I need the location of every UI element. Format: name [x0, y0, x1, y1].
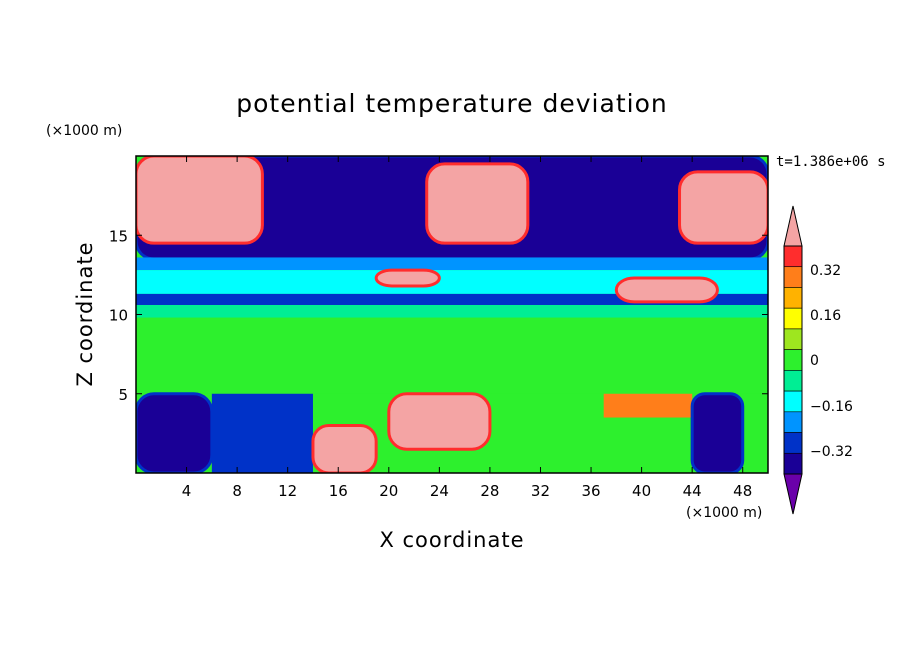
contour-region: [614, 276, 719, 304]
x-tick-label: 16: [329, 482, 348, 500]
y-axis-title: Z coordinate: [73, 241, 97, 386]
colorbar-swatch: [783, 432, 803, 454]
colorbar-swatch: [783, 390, 803, 413]
x-tick-label: 4: [182, 482, 192, 500]
x-tick-label: 28: [480, 482, 499, 500]
colorbar-swatch: [783, 287, 803, 309]
x-tick-label: 48: [733, 482, 752, 500]
contour-region: [136, 293, 768, 305]
x-tick-label: 36: [581, 482, 600, 500]
colorbar-swatch: [783, 328, 803, 350]
y-tick-label: 15: [109, 227, 128, 245]
contour-region: [374, 268, 441, 288]
colorbar-label: 0: [810, 353, 819, 369]
colorbar-label: 0.16: [810, 308, 841, 324]
contour-region: [387, 392, 492, 451]
x-tick-label: 44: [683, 482, 702, 500]
y-axis-ticks: 5 10 15: [109, 227, 768, 404]
colorbar-swatch: [783, 349, 803, 371]
contour-field: [136, 156, 768, 473]
x-tick-label: 20: [379, 482, 398, 500]
x-tick-label: 12: [278, 482, 297, 500]
colorbar-swatch: [783, 452, 803, 475]
x-tick-label: 8: [232, 482, 242, 500]
chart-title: potential temperature deviation: [236, 89, 667, 118]
colorbar-top-arrow: [783, 205, 803, 247]
x-tick-label: 24: [430, 482, 449, 500]
y-tick-label: 5: [118, 386, 128, 404]
contour-region: [311, 423, 378, 473]
colorbar-frame: [783, 245, 803, 475]
x-axis-ticks: 4 8 12 16 20 24 28 32 36 40 44 48: [182, 156, 752, 500]
colorbar-label: −0.16: [810, 399, 853, 415]
contour-region: [136, 270, 768, 294]
colorbar-label: 0.32: [810, 263, 841, 279]
colorbar-swatch: [783, 307, 803, 330]
contour-region: [136, 156, 264, 245]
contour-region: [211, 393, 313, 473]
contour-region: [690, 392, 745, 473]
x-tick-label: 32: [531, 482, 550, 500]
contour-region: [136, 304, 768, 318]
y-tick-label: 10: [109, 307, 128, 325]
x-tick-label: 40: [632, 482, 651, 500]
time-label: t=1.386e+06 s: [776, 154, 886, 170]
colorbar-swatch: [783, 266, 803, 288]
contour-region: [136, 257, 768, 271]
contour-region: [603, 393, 693, 418]
y-unit-label: (×1000 m): [46, 123, 122, 139]
contour-region: [136, 392, 214, 473]
contour-region: [425, 162, 530, 245]
colorbar-swatch: [783, 411, 803, 433]
x-unit-label: (×1000 m): [686, 505, 762, 521]
colorbar-swatch: [783, 245, 803, 268]
colorbar-bottom-arrow: [783, 473, 803, 515]
contour-region: [678, 170, 768, 245]
colorbar-label: −0.32: [810, 444, 853, 460]
contour-region: [136, 317, 768, 394]
colorbar: 0.32 0.16 0 −0.16 −0.32: [783, 205, 853, 515]
colorbar-swatch: [783, 370, 803, 392]
x-axis-title: X coordinate: [379, 528, 524, 552]
